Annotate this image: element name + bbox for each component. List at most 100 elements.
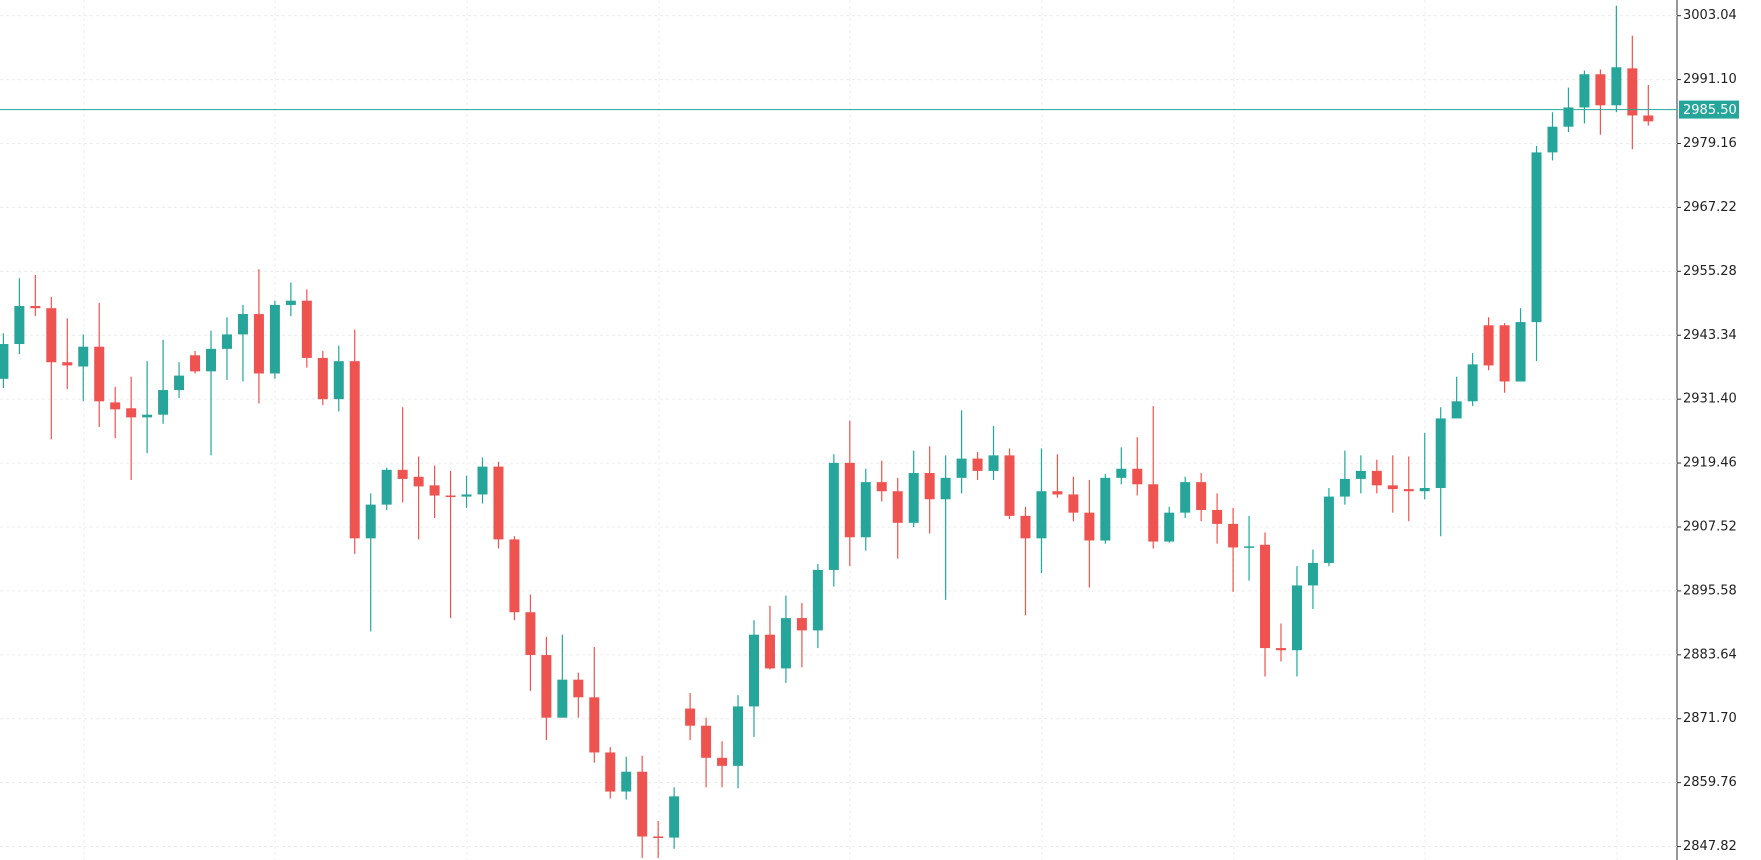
candle-body xyxy=(1084,512,1095,541)
y-tick-label: 2871.70 xyxy=(1683,711,1737,726)
candle-body xyxy=(78,346,89,367)
candle-body xyxy=(1451,401,1462,419)
y-tick-label: 2979.16 xyxy=(1683,136,1737,151)
candle-body xyxy=(1132,468,1143,485)
candle-body xyxy=(397,469,408,479)
y-tick-label: 3003.04 xyxy=(1683,8,1737,23)
candle-body xyxy=(381,469,392,505)
candle-body xyxy=(0,344,9,379)
candle-body xyxy=(764,634,775,669)
y-tick-label: 2991.10 xyxy=(1683,72,1737,87)
candle-body xyxy=(509,539,520,613)
candle-body xyxy=(685,708,696,726)
candle-body xyxy=(1595,74,1606,106)
candle-body xyxy=(605,752,616,792)
candle-body xyxy=(110,402,121,410)
candle-body xyxy=(573,679,584,698)
candle-body xyxy=(525,612,536,656)
candle-body xyxy=(1611,67,1622,106)
candle-body xyxy=(589,697,600,753)
candle-body xyxy=(1228,523,1239,548)
candle-body xyxy=(429,485,440,496)
y-tick-label: 2847.82 xyxy=(1683,839,1737,854)
y-tick-label: 2907.52 xyxy=(1683,519,1737,534)
candle-body xyxy=(1148,484,1159,542)
y-tick-label: 2859.76 xyxy=(1683,775,1737,790)
y-tick-label: 2919.46 xyxy=(1683,456,1737,471)
candle-body xyxy=(1339,478,1350,497)
candle-body xyxy=(733,706,744,766)
candle-body xyxy=(1499,325,1510,382)
candle-body xyxy=(461,494,472,497)
candle-body xyxy=(1180,482,1191,513)
candle-body xyxy=(828,462,839,570)
candle-body xyxy=(1068,494,1079,513)
candle-body xyxy=(413,476,424,487)
candle-body xyxy=(285,300,296,305)
candle-body xyxy=(301,300,312,358)
candle-body xyxy=(1387,485,1398,490)
candle-body xyxy=(158,390,169,415)
candle-body xyxy=(206,348,217,372)
candle-body xyxy=(796,618,807,631)
y-tick-label: 2883.64 xyxy=(1683,647,1737,662)
candle-body xyxy=(876,482,887,492)
candle-body xyxy=(1419,488,1430,492)
candle-body xyxy=(844,462,855,538)
candle-body xyxy=(669,796,680,838)
candle-body xyxy=(1355,470,1366,479)
y-tick-label: 2895.58 xyxy=(1683,583,1737,598)
candle-body xyxy=(1052,491,1063,495)
candle-body xyxy=(1531,152,1542,323)
candle-body xyxy=(1563,107,1574,127)
vertical-grid xyxy=(83,0,1618,860)
candle-body xyxy=(1467,364,1478,402)
candle-body xyxy=(221,334,232,349)
candle-body xyxy=(1435,418,1446,489)
candle-body xyxy=(190,355,201,372)
candle-body xyxy=(237,314,248,335)
y-tick-label: 2967.22 xyxy=(1683,200,1737,215)
candle-body xyxy=(1260,544,1271,649)
candle-body xyxy=(860,482,871,538)
candle-body xyxy=(1276,648,1286,651)
candle-body xyxy=(14,306,25,345)
candle-body xyxy=(269,304,280,374)
candle-body xyxy=(1403,489,1414,492)
candle-body xyxy=(1515,322,1526,382)
candle-body xyxy=(1483,325,1494,366)
candle-body xyxy=(1020,515,1031,539)
candle-body xyxy=(477,466,488,495)
candle-body xyxy=(972,458,983,471)
candle-body xyxy=(940,477,951,500)
candle-body xyxy=(142,414,153,418)
candle-body xyxy=(1164,512,1175,542)
candle-body xyxy=(637,771,648,837)
candle-body xyxy=(1116,468,1127,478)
candle-body xyxy=(621,771,632,792)
candle-body xyxy=(717,757,728,766)
candle-body xyxy=(317,357,328,400)
candle-body xyxy=(1547,126,1558,153)
price-label: 2985.50 xyxy=(1683,103,1737,118)
candle-body xyxy=(253,314,264,374)
candle-body xyxy=(956,458,967,478)
candle-body xyxy=(1323,496,1334,563)
candle-body xyxy=(1036,491,1047,539)
candle-body xyxy=(557,679,568,718)
candle-body xyxy=(701,725,712,758)
candle-body xyxy=(349,361,360,539)
candle-body xyxy=(174,375,185,391)
candle-body xyxy=(445,495,456,498)
candle-body xyxy=(653,836,664,839)
candle-body xyxy=(1004,455,1015,516)
candle-body xyxy=(1371,470,1382,486)
candle-body xyxy=(988,455,999,471)
candle-body xyxy=(1579,74,1590,108)
candle-body xyxy=(333,361,344,400)
candle-body xyxy=(541,655,552,718)
candle-body xyxy=(780,618,791,669)
candle-body xyxy=(1307,562,1318,586)
